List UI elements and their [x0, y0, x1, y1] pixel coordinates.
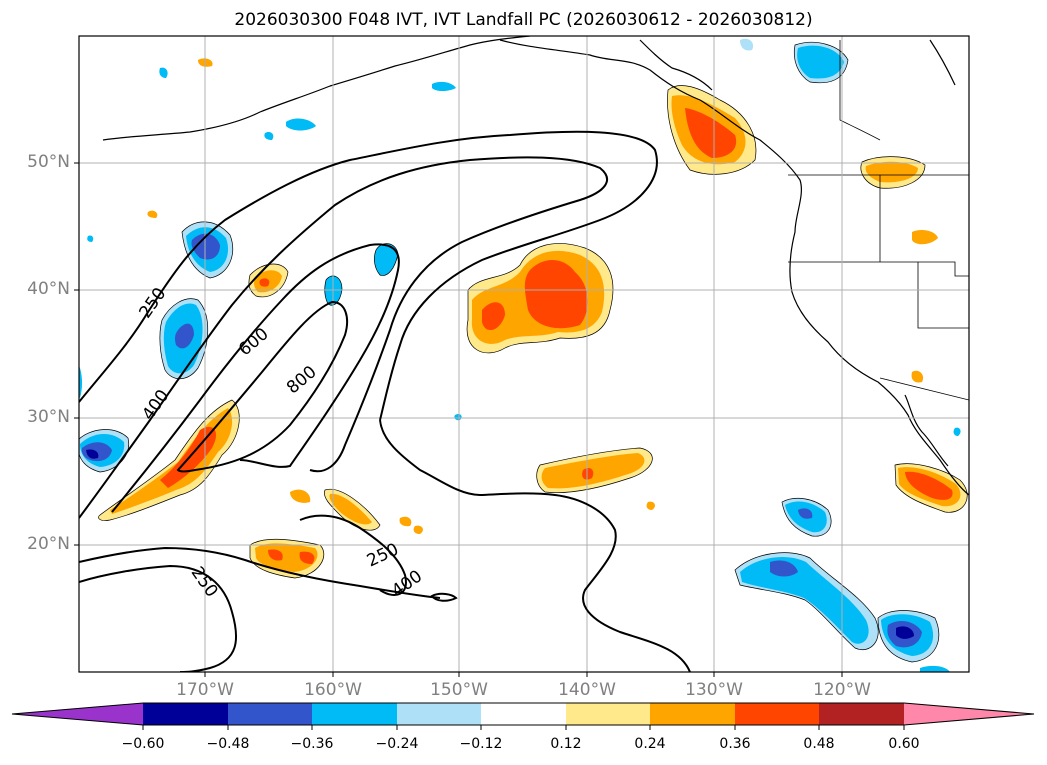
lat-label-20n: 20°N	[27, 534, 70, 554]
colorbar-tick-label: −0.60	[121, 736, 165, 752]
lon-label-160w: 160°W	[304, 680, 362, 700]
lat-label-40n: 40°N	[27, 279, 70, 299]
colorbar-tick-label: 0.60	[888, 736, 920, 752]
lon-label-170w: 170°W	[176, 680, 234, 700]
colorbar-tick-label: 0.36	[719, 736, 751, 752]
lon-label-130w: 130°W	[685, 680, 743, 700]
colorbar-tick-label: 0.24	[634, 736, 666, 752]
political-borders	[788, 40, 969, 401]
lat-label-30n: 30°N	[27, 407, 70, 427]
colorbar-tick-label: −0.36	[290, 736, 334, 752]
colorbar-tick-label: −0.12	[459, 736, 503, 752]
colorbar-tick-label: −0.24	[375, 736, 419, 752]
lat-label-50n: 50°N	[27, 152, 70, 172]
colorbar-over-swatch	[904, 703, 1034, 725]
map-title: 2026030300 F048 IVT, IVT Landfall PC (20…	[234, 10, 813, 30]
colorbar-tick-label: 0.12	[550, 736, 582, 752]
ivt-contours	[79, 130, 691, 672]
map-frame	[78, 35, 970, 673]
colorbar-swatch-zero	[481, 703, 566, 725]
colorbar-tick-label: −0.48	[206, 736, 250, 752]
colorbar-swatch-p024	[650, 703, 735, 725]
coastlines	[102, 36, 969, 496]
colorbar-under-swatch	[12, 703, 143, 725]
colorbar-swatch-n060	[143, 703, 228, 725]
colorbar-swatch-n024	[397, 703, 481, 725]
colorbar-tick-label: 0.48	[803, 736, 835, 752]
colorbar-swatch-n048	[228, 703, 312, 725]
lon-label-140w: 140°W	[558, 680, 616, 700]
colorbar-swatch-p048	[819, 703, 904, 725]
map-plot-area: 250 400 600 800 250 250 400	[79, 36, 969, 672]
lon-label-150w: 150°W	[430, 680, 488, 700]
axis-ticks	[74, 162, 843, 677]
map-gridlines	[79, 36, 969, 672]
colorbar-swatch-p036	[735, 703, 819, 725]
colorbar-swatch-p012	[566, 703, 650, 725]
lon-label-120w: 120°W	[813, 680, 871, 700]
colorbar-swatch-n036	[312, 703, 397, 725]
colorbar	[11, 702, 1035, 730]
